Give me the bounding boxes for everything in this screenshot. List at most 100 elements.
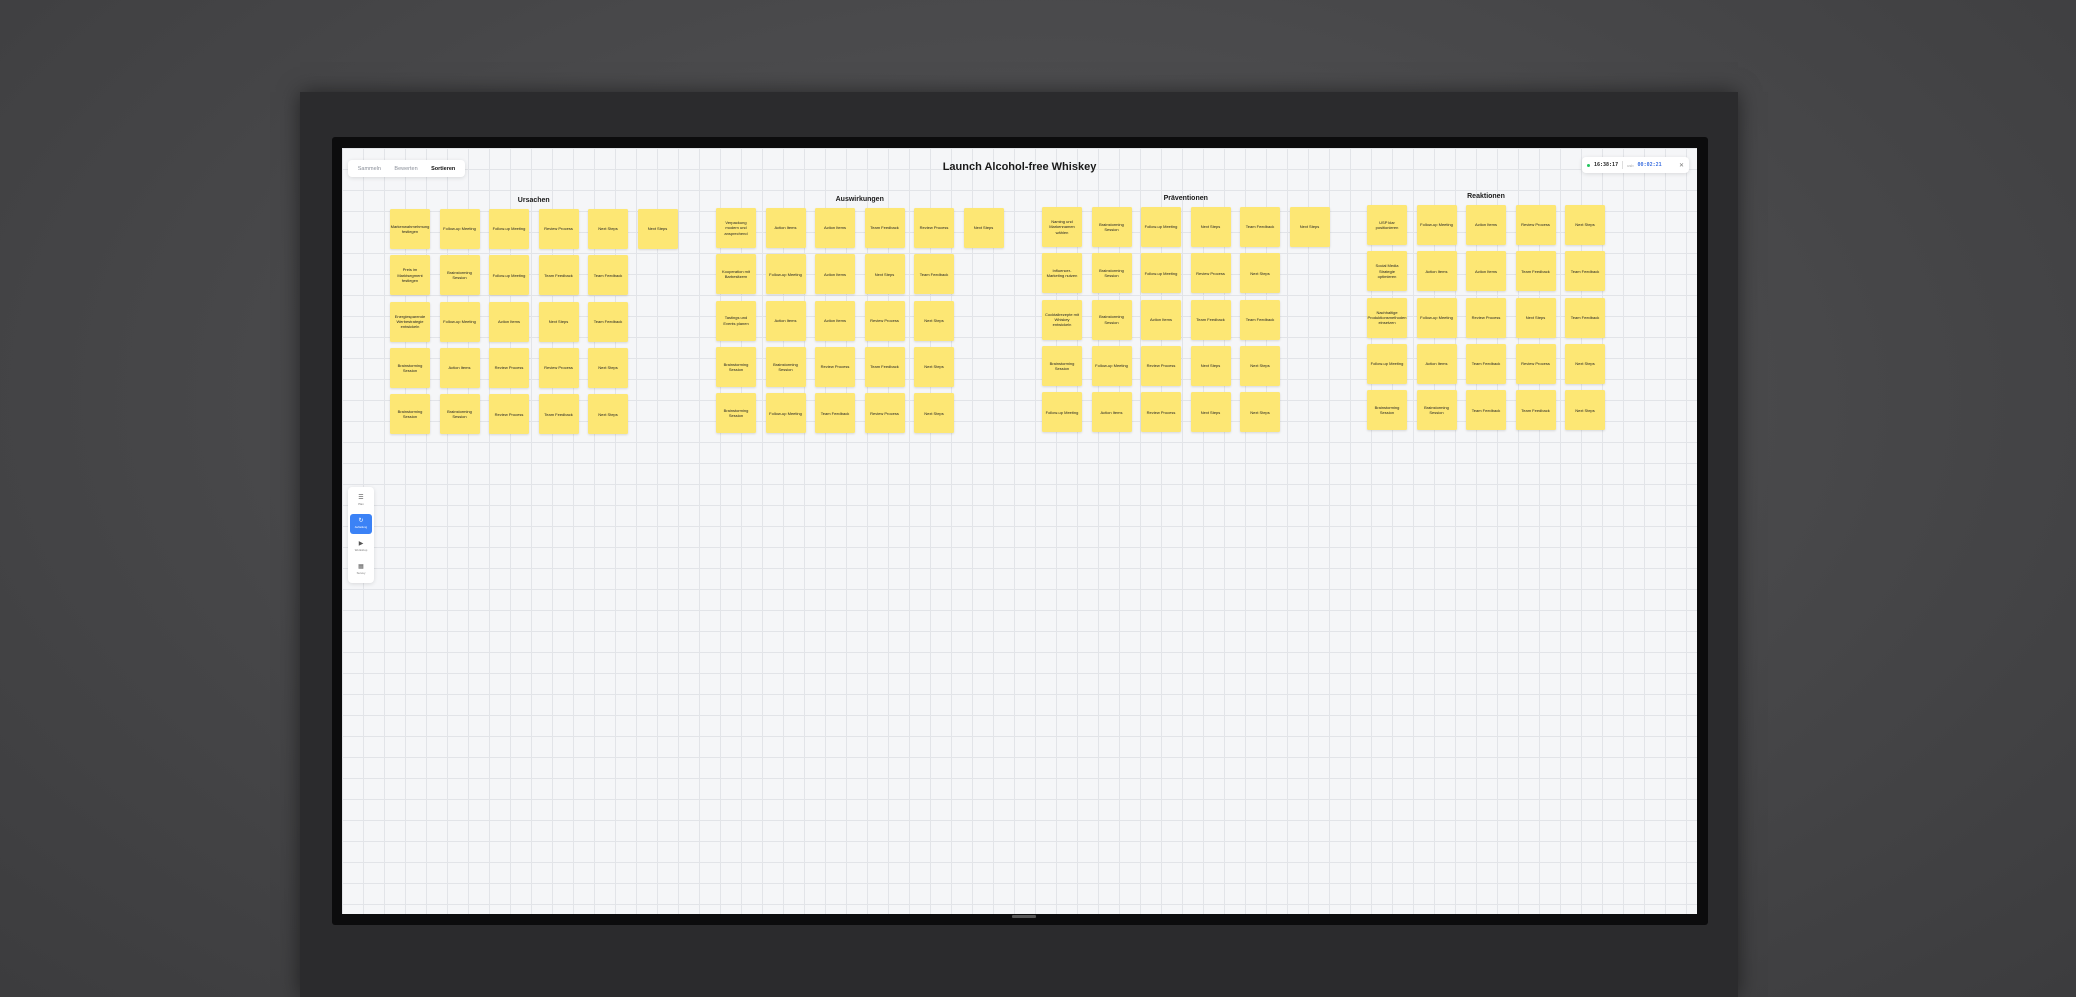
sticky-note[interactable]: Team Feedback <box>538 255 579 296</box>
sticky-note[interactable]: Kooperation mit Barbesitzern <box>716 254 756 295</box>
sticky-note[interactable]: Action Items <box>1466 205 1506 245</box>
sticky-note[interactable]: Cocktailrezepte mit Whiskey entwickeln <box>1042 299 1082 340</box>
sticky-note[interactable]: Next Steps <box>637 209 678 249</box>
sticky-note[interactable]: Next Steps <box>1190 392 1231 433</box>
sticky-note[interactable]: Next Steps <box>1565 343 1605 384</box>
tool-survey[interactable]: ▦ Survey <box>350 560 372 580</box>
sticky-note[interactable]: Team Feedback <box>1466 390 1506 431</box>
sticky-note[interactable]: Next Steps <box>914 300 954 341</box>
sticky-note[interactable]: Team Feedback <box>1515 251 1556 292</box>
sticky-note[interactable]: Action Items <box>1141 299 1181 340</box>
sticky-note[interactable]: Follow-up Meeting <box>489 209 529 249</box>
sticky-note[interactable]: Review Process <box>489 347 529 388</box>
sticky-note[interactable]: Influencer-Marketing nutzen <box>1042 253 1082 294</box>
sticky-note[interactable]: Energiesparende Werbestrategie entwickel… <box>390 301 430 342</box>
sticky-note[interactable]: Next Steps <box>914 393 954 434</box>
sticky-note[interactable]: Brainstorming Session <box>1091 299 1132 340</box>
sticky-note[interactable]: Action Items <box>1466 251 1506 292</box>
sticky-note[interactable]: Team Feedback <box>588 301 628 342</box>
sticky-note[interactable]: Next Steps <box>864 254 905 295</box>
sticky-note[interactable]: Review Process <box>1141 345 1181 386</box>
sticky-note[interactable]: Next Steps <box>914 346 954 387</box>
sticky-note[interactable]: Review Process <box>1190 253 1231 294</box>
sticky-note[interactable]: Review Process <box>1515 343 1556 384</box>
sticky-note[interactable]: Next Steps <box>1515 297 1556 338</box>
sticky-note[interactable]: Next Steps <box>1565 390 1605 431</box>
tool-aufteilung[interactable]: ↻ Aufteilung <box>350 513 372 534</box>
sticky-note[interactable]: Brainstorming Session <box>390 347 430 388</box>
sticky-note[interactable]: Team Feedback <box>1240 299 1280 340</box>
sticky-note[interactable]: Action Items <box>1416 343 1457 384</box>
sticky-note[interactable]: Brainstorming Session <box>1091 253 1132 294</box>
sticky-note[interactable]: Next Steps <box>588 347 628 388</box>
sticky-note[interactable]: Review Process <box>1466 297 1506 338</box>
sticky-note[interactable]: Tastings und Events planen <box>716 300 756 341</box>
sticky-note[interactable]: Next Steps <box>1289 207 1330 247</box>
sticky-note[interactable]: USP klar positionieren <box>1367 205 1407 245</box>
sticky-note[interactable]: Follow-up Meeting <box>1141 253 1181 294</box>
sticky-note[interactable]: Follow-up Meeting <box>1042 392 1082 433</box>
sticky-note[interactable]: Review Process <box>538 347 579 388</box>
sticky-note[interactable]: Action Items <box>815 208 855 248</box>
whiteboard-canvas[interactable]: Sammeln Bewerten Sortieren Launch Alcoho… <box>342 148 1697 914</box>
sticky-note[interactable]: Action Items <box>815 300 855 341</box>
sticky-note[interactable]: Next Steps <box>1240 345 1280 386</box>
sticky-note[interactable]: Review Process <box>864 300 905 341</box>
sticky-note[interactable]: Follow-up Meeting <box>439 301 480 342</box>
sticky-note[interactable]: Action Items <box>439 347 480 388</box>
sticky-note[interactable]: Verpackung modern und ansprechend <box>716 208 756 248</box>
sticky-note[interactable]: Next Steps <box>588 209 628 249</box>
sticky-note[interactable]: Action Items <box>489 301 529 342</box>
sticky-note[interactable]: Brainstorming Session <box>1042 345 1082 386</box>
sticky-note[interactable]: Follow-up Meeting <box>765 393 806 434</box>
sticky-note[interactable]: Team Feedback <box>1515 390 1556 431</box>
sticky-note[interactable]: Review Process <box>864 393 905 434</box>
sticky-note[interactable]: Next Steps <box>1240 253 1280 294</box>
sticky-note[interactable]: Naming und Markennamen wählen <box>1042 207 1082 247</box>
sticky-note[interactable]: Action Items <box>1416 251 1457 292</box>
tab-sortieren[interactable]: Sortieren <box>431 165 456 172</box>
sticky-note[interactable]: Next Steps <box>588 394 628 435</box>
tool-plan[interactable]: ☰ Plan <box>350 491 372 511</box>
sticky-note[interactable]: Nachhaltige Produktionsmethoden einsetze… <box>1367 297 1407 338</box>
sticky-note[interactable]: Brainstorming Session <box>390 394 430 435</box>
sticky-note[interactable]: Follow-up Meeting <box>1416 205 1457 245</box>
sticky-note[interactable]: Team Feedback <box>1466 343 1506 384</box>
sticky-note[interactable]: Brainstorming Session <box>1416 390 1457 431</box>
sticky-note[interactable]: Action Items <box>815 254 855 295</box>
sticky-note[interactable]: Follow-up Meeting <box>1367 343 1407 384</box>
sticky-note[interactable]: Next Steps <box>1240 392 1280 433</box>
sticky-note[interactable]: Review Process <box>1141 392 1181 433</box>
close-icon[interactable]: ✕ <box>1678 162 1684 169</box>
sticky-note[interactable]: Brainstorming Session <box>1091 207 1132 247</box>
tab-bewerten[interactable]: Bewerten <box>394 165 418 172</box>
sticky-note[interactable]: Follow-up Meeting <box>1141 207 1181 247</box>
sticky-note[interactable]: Brainstorming Session <box>716 393 756 434</box>
sticky-note[interactable]: Brainstorming Session <box>439 255 480 296</box>
sticky-note[interactable]: Action Items <box>765 300 806 341</box>
sticky-note[interactable]: Social Media Strategie optimieren <box>1367 251 1407 292</box>
sticky-note[interactable]: Next Steps <box>1190 207 1231 247</box>
sticky-note[interactable]: Team Feedback <box>864 346 905 387</box>
sticky-note[interactable]: Next Steps <box>1565 205 1605 245</box>
sticky-note[interactable]: Action Items <box>1091 392 1132 433</box>
sticky-note[interactable]: Team Feedback <box>815 393 855 434</box>
sticky-note[interactable]: Team Feedback <box>1190 299 1231 340</box>
sticky-note[interactable]: Team Feedback <box>588 255 628 296</box>
sticky-note[interactable]: Team Feedback <box>1565 297 1605 338</box>
sticky-note[interactable]: Follow-up Meeting <box>765 254 806 295</box>
sticky-note[interactable]: Brainstorming Session <box>765 346 806 387</box>
sticky-note[interactable]: Review Process <box>1515 205 1556 245</box>
sticky-note[interactable]: Brainstorming Session <box>439 394 480 435</box>
sticky-note[interactable]: Follow-up Meeting <box>489 255 529 296</box>
sticky-note[interactable]: Review Process <box>815 346 855 387</box>
sticky-note[interactable]: Team Feedback <box>914 254 954 295</box>
sticky-note[interactable]: Team Feedback <box>1565 251 1605 292</box>
sticky-note[interactable]: Team Feedback <box>538 394 579 435</box>
sticky-note[interactable]: Next Steps <box>963 208 1004 248</box>
sticky-note[interactable]: Review Process <box>489 394 529 435</box>
tab-sammeln[interactable]: Sammeln <box>357 165 381 172</box>
sticky-note[interactable]: Review Process <box>538 209 579 249</box>
sticky-note[interactable]: Next Steps <box>538 301 579 342</box>
sticky-note[interactable]: Brainstorming Session <box>1367 390 1407 431</box>
